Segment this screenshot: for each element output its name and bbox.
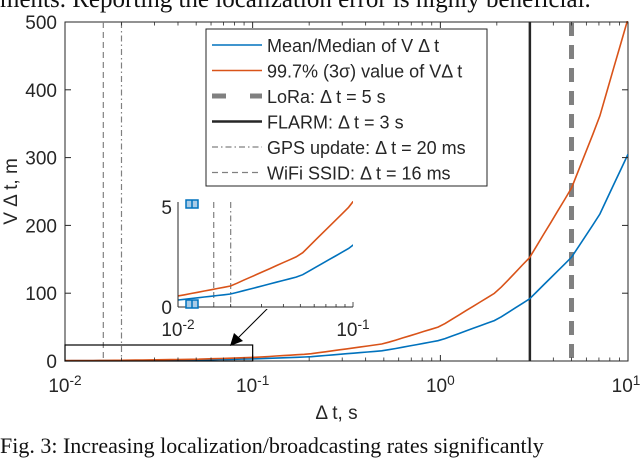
y-tick-label: 100 (25, 284, 57, 305)
y-tick-label: 200 (25, 216, 57, 237)
inset-series-line-0 (178, 244, 353, 301)
legend: Mean/Median of V Δ t 99.7% (3σ) value of … (205, 28, 488, 187)
inset-x-tick-label: 10-2 (161, 317, 194, 341)
legend-box (205, 28, 488, 187)
y-axis-label: V Δ t, m (1, 158, 22, 225)
y-tick-label: 0 (46, 352, 57, 373)
inset-plot-area (178, 201, 353, 307)
y-tick-label: 500 (25, 13, 57, 34)
legend-label-5: WiFi SSID: Δ t = 16 ms (267, 164, 451, 184)
zoom-arrow (235, 307, 269, 341)
x-tick-label: 10-2 (48, 373, 81, 397)
y-tick-label: 300 (25, 149, 57, 170)
legend-label-3: FLARM: Δ t = 3 s (267, 113, 404, 133)
zoom-arrow-head (230, 333, 243, 346)
inset-y-tick-label: 5 (161, 198, 172, 219)
legend-label-1: 99.7% (3σ) value of VΔ t (267, 62, 462, 82)
legend-label-4: GPS update: Δ t = 20 ms (267, 138, 466, 158)
x-tick-label: 101 (612, 373, 640, 397)
inset-y-tick-label: 0 (161, 298, 172, 319)
inset-x-tick-label: 10-1 (336, 317, 369, 341)
legend-label-2: LoRa: Δ t = 5 s (267, 87, 386, 107)
series-line-1 (65, 21, 628, 361)
inset-series-line-1 (178, 201, 353, 297)
x-tick-label: 100 (426, 373, 455, 397)
body-text-top: ments. Reporting the localization error … (0, 0, 591, 14)
x-axis-label: Δ t, s (315, 403, 357, 424)
zoom-region-box (64, 344, 254, 362)
plot-area (65, 21, 628, 361)
legend-label-0: Mean/Median of V Δ t (267, 36, 439, 56)
x-tick-label: 10-1 (236, 373, 269, 397)
y-tick-label: 400 (25, 81, 57, 102)
